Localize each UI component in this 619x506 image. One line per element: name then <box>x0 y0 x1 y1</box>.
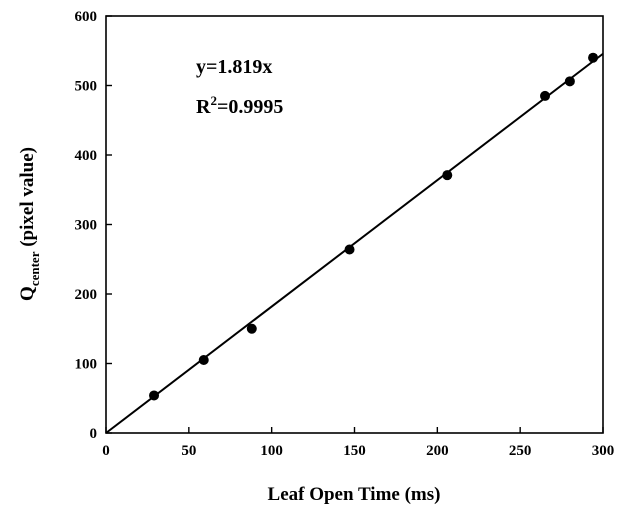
data-point <box>149 390 160 401</box>
data-point <box>344 244 355 255</box>
data-point <box>198 355 209 366</box>
x-tick-label: 200 <box>426 443 449 459</box>
x-tick-label: 100 <box>260 443 283 459</box>
equation-label: y=1.819x <box>196 56 272 78</box>
plot-frame <box>105 15 604 434</box>
fit-line <box>105 52 604 434</box>
x-axis-title: Leaf Open Time (ms) <box>268 484 441 505</box>
y-axis-title: Qcenter (pixel value) <box>17 147 42 301</box>
data-point <box>540 90 551 101</box>
x-tick-label: 300 <box>592 443 615 459</box>
y-tick-label: 500 <box>75 79 98 95</box>
x-tick-label: 150 <box>343 443 366 459</box>
data-point <box>246 323 257 334</box>
x-tick-label: 0 <box>102 443 110 459</box>
x-tick-label: 250 <box>509 443 532 459</box>
data-point <box>442 170 453 181</box>
data-point <box>588 52 599 63</box>
y-tick-label: 100 <box>75 357 98 373</box>
data-points <box>149 52 599 401</box>
r-squared-label: R2=0.9995 <box>196 93 283 118</box>
axis-ticks <box>105 15 604 434</box>
tick-labels: 0 50 100 150 200 250 300 0 100 200 300 400 500 600 <box>75 9 615 459</box>
y-tick-label: 200 <box>75 287 98 303</box>
y-tick-label: 0 <box>90 426 98 442</box>
x-tick-label: 50 <box>181 443 196 459</box>
y-tick-label: 400 <box>75 148 98 164</box>
data-point <box>564 76 575 87</box>
y-tick-label: 300 <box>75 218 98 234</box>
y-tick-label: 600 <box>75 9 98 25</box>
